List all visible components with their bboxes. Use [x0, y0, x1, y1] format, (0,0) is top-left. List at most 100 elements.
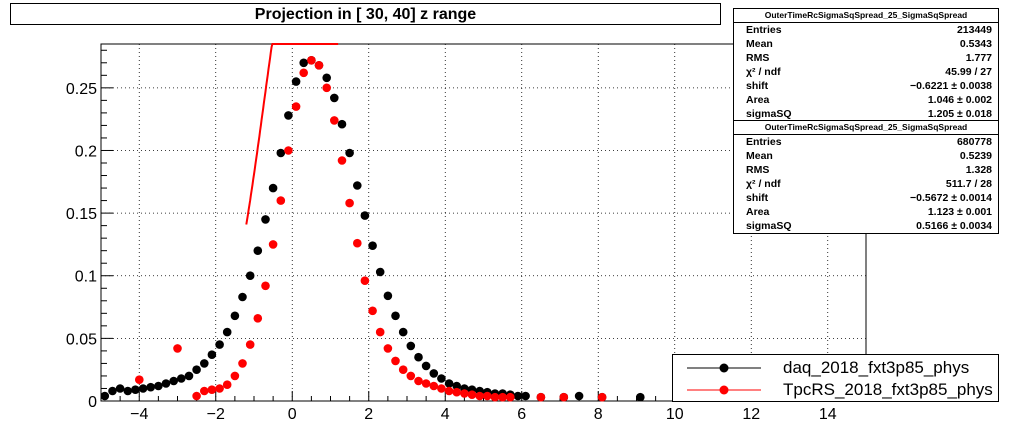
daq-data-point	[108, 386, 117, 396]
daq-data-point	[115, 384, 125, 393]
tpcrs-data-point	[261, 281, 270, 291]
daq-data-point	[146, 382, 155, 392]
y-tick-label: 0.05	[66, 331, 97, 348]
x-tick-label: 10	[666, 406, 684, 423]
tpcrs-data-point	[268, 240, 278, 249]
daq-data-point	[368, 241, 377, 250]
tpcrs-data-point	[215, 384, 224, 393]
stats-row-rms: RMS 1.328	[746, 164, 992, 176]
daq-data-point	[207, 350, 217, 360]
daq-data-point	[284, 111, 293, 120]
y-tick-label: 0	[88, 394, 97, 411]
daq-data-point	[353, 181, 362, 190]
stats-row-entries: Entries 213449	[746, 24, 992, 36]
y-tick-label: 0.2	[75, 143, 97, 160]
daq-data-point	[100, 391, 110, 401]
daq-data-point	[421, 361, 431, 371]
daq-data-point	[222, 327, 232, 337]
tpcrs-data-point	[314, 61, 324, 70]
tpcrs-data-point	[452, 387, 462, 397]
daq-data-point	[383, 291, 393, 301]
x-tick-label: 12	[742, 406, 760, 423]
tpcrs-data-point	[414, 376, 423, 386]
tpcrs-data-point	[421, 379, 431, 388]
tpcrs-data-point	[245, 340, 255, 349]
tpcrs-data-point	[398, 365, 408, 375]
x-tick-label: 0	[288, 406, 297, 423]
daq-data-point	[398, 327, 408, 337]
tpcrs-data-point	[307, 56, 316, 65]
daq-data-point	[406, 341, 416, 351]
y-tick-label: 0.15	[66, 206, 97, 223]
stats-row-chi2: χ² / ndf 45.99 / 27	[746, 66, 992, 78]
daq-data-point	[452, 381, 462, 391]
daq-data-point	[276, 148, 286, 158]
tpcrs-data-point	[192, 391, 201, 401]
tpcrs-data-point	[207, 385, 217, 395]
daq-data-point	[345, 148, 354, 158]
daq-data-point	[268, 183, 278, 193]
daq-data-point	[391, 311, 400, 321]
x-tick-label: 8	[594, 406, 603, 423]
daq-data-point	[330, 93, 339, 103]
daq-data-point	[414, 352, 423, 362]
stats-row-sigmasq: sigmaSQ 0.5166 ± 0.0034	[746, 220, 992, 232]
tpcrs-data-point	[135, 375, 144, 385]
legend-entry-tpcrs: TpcRS_2018_fxt3p85_phys	[673, 379, 998, 401]
tpcrs-data-point	[375, 327, 385, 337]
tpcrs-data-point	[173, 344, 182, 353]
daq-data-point	[131, 385, 140, 395]
x-tick-label: −4	[130, 406, 148, 423]
tpcrs-data-point	[460, 389, 469, 398]
tpcrs-data-point	[559, 392, 569, 402]
daq-data-point	[238, 292, 247, 302]
tpcrs-data-point	[345, 198, 354, 208]
stats-row-mean: Mean 0.5239	[746, 150, 992, 162]
stats-box-tpcrs: OuterTimeRcSigmaSqSpread_25_SigmaSqSprea…	[733, 120, 999, 234]
daq-data-point	[337, 119, 347, 129]
daq-data-point	[322, 73, 332, 83]
daq-data-point	[521, 391, 530, 401]
legend-label: daq_2018_fxt3p85_phys	[783, 358, 970, 377]
tpcrs-data-point	[330, 116, 339, 125]
daq-data-point	[574, 391, 584, 401]
stats-box-title: OuterTimeRcSigmaSqSpread_25_SigmaSqSprea…	[734, 9, 998, 23]
tpcrs-data-point	[444, 386, 454, 396]
tpcrs-data-point	[437, 384, 446, 393]
daq-data-point	[375, 267, 385, 277]
legend-marker-icon	[687, 385, 761, 395]
stats-row-sigmasq: sigmaSQ 1.205 ± 0.018	[746, 108, 992, 120]
tpcrs-data-point	[200, 386, 209, 396]
tpcrs-data-point	[222, 380, 232, 390]
tpcrs-data-point	[322, 83, 332, 93]
tpcrs-data-point	[506, 392, 515, 402]
daq-data-point	[230, 311, 240, 321]
tpcrs-data-point	[406, 371, 416, 381]
tpcrs-data-point	[467, 390, 477, 400]
y-tick-label: 0.1	[75, 269, 97, 286]
tpcrs-data-point	[276, 196, 286, 205]
daq-data-point	[215, 340, 224, 349]
daq-data-point	[184, 371, 194, 381]
daq-data-point	[123, 386, 133, 396]
y-tick-label: 0.25	[66, 81, 97, 98]
tpcrs-data-point	[353, 238, 362, 248]
daq-data-point	[154, 381, 163, 391]
stats-box-title: OuterTimeRcSigmaSqSpread_25_SigmaSqSprea…	[734, 121, 998, 135]
tpcrs-data-point	[391, 356, 400, 366]
x-tick-label: 4	[441, 406, 450, 423]
tpcrs-data-point	[230, 371, 240, 381]
tpcrs-data-point	[383, 344, 393, 353]
daq-data-point	[245, 271, 255, 281]
daq-data-point	[253, 246, 263, 255]
stats-box-daq: OuterTimeRcSigmaSqSpread_25_SigmaSqSprea…	[733, 8, 999, 122]
stats-row-shift: shift −0.6221 ± 0.0038	[746, 80, 992, 92]
legend: daq_2018_fxt3p85_phys TpcRS_2018_fxt3p85…	[672, 354, 999, 402]
tpcrs-data-point	[291, 102, 301, 111]
daq-data-point	[192, 365, 201, 375]
stats-row-area: Area 1.046 ± 0.002	[746, 94, 992, 106]
legend-entry-daq: daq_2018_fxt3p85_phys	[673, 357, 998, 379]
x-tick-label: −2	[207, 406, 225, 423]
daq-data-point	[161, 379, 171, 388]
tpcrs-data-point	[238, 359, 247, 368]
